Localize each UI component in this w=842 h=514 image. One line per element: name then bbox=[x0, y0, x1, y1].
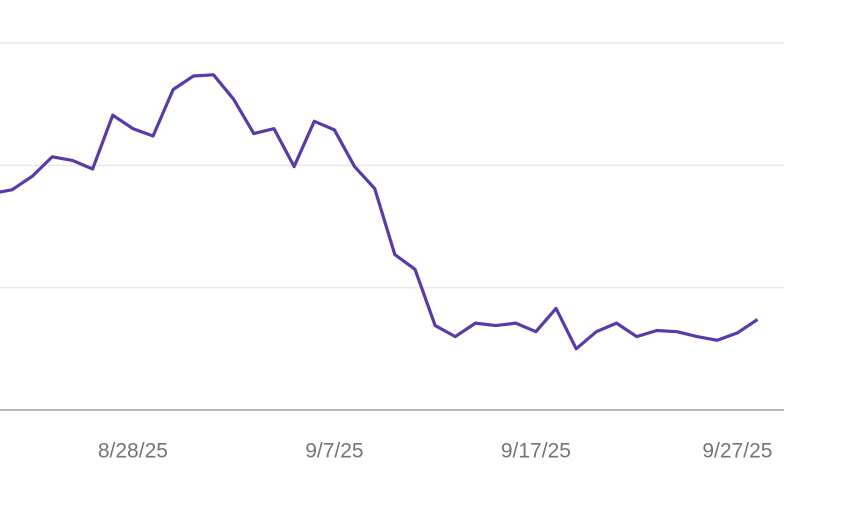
x-tick-label: 9/27/25 bbox=[702, 440, 772, 463]
data-line bbox=[0, 73, 759, 351]
x-tick-label: 9/7/25 bbox=[305, 440, 363, 463]
x-tick-label: 8/28/25 bbox=[98, 440, 168, 463]
x-tick-label: 9/17/25 bbox=[501, 440, 571, 463]
